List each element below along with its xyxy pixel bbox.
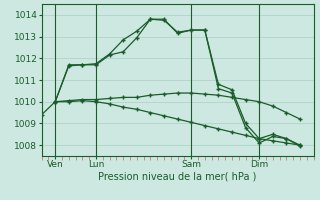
X-axis label: Pression niveau de la mer( hPa ): Pression niveau de la mer( hPa )	[99, 172, 257, 182]
